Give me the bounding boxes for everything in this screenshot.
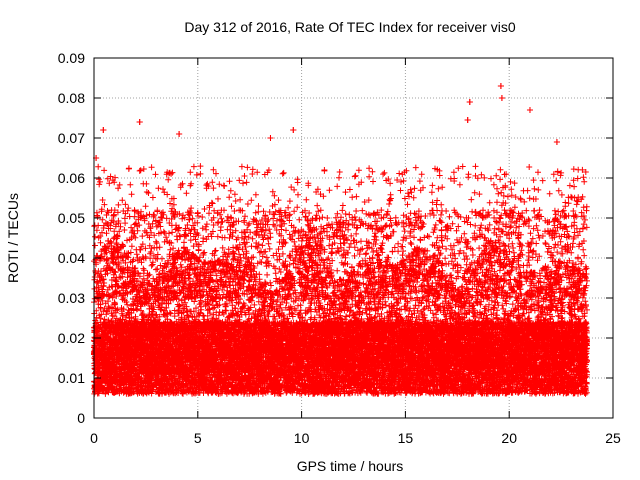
x-tick-label: 10 — [294, 430, 310, 446]
x-axis-label: GPS time / hours — [297, 458, 404, 474]
roti-peak-point — [466, 99, 473, 105]
y-tick-label: 0.05 — [58, 210, 85, 226]
roti-peak-point — [526, 107, 533, 113]
y-axis: 0 0.01 0.02 0.03 0.04 0.05 0.06 0.07 0.08 0.09 — [58, 50, 613, 426]
roti-peak-point — [497, 83, 504, 89]
y-tick-label: 0 — [77, 410, 85, 426]
y-tick-label: 0.09 — [58, 50, 85, 66]
roti-peak-point — [553, 139, 560, 145]
chart-title: Day 312 of 2016, Rate Of TEC Index for r… — [184, 19, 515, 35]
x-axis: 0 5 10 15 20 25 — [90, 58, 621, 446]
roti-peak-point — [100, 127, 107, 133]
y-tick-label: 0.03 — [58, 290, 85, 306]
y-axis-label: ROTI / TECUs — [5, 193, 21, 283]
y-tick-label: 0.04 — [58, 250, 85, 266]
data-points — [91, 83, 590, 397]
x-tick-label: 25 — [605, 430, 621, 446]
x-tick-label: 15 — [398, 430, 414, 446]
roti-peak-point — [136, 119, 143, 125]
roti-peak-point — [290, 127, 297, 133]
plot-frame — [93, 57, 614, 419]
y-tick-label: 0.06 — [58, 170, 85, 186]
y-tick-label: 0.07 — [58, 130, 85, 146]
roti-peak-point — [176, 131, 183, 137]
roti-peak-point — [267, 135, 274, 141]
roti-peak-point — [464, 117, 471, 123]
x-tick-label: 0 — [90, 430, 98, 446]
y-tick-label: 0.01 — [58, 370, 85, 386]
y-tick-label: 0.02 — [58, 330, 85, 346]
x-tick-label: 20 — [501, 430, 517, 446]
roti-scatter-markers — [91, 83, 590, 397]
roti-peak-point — [498, 95, 505, 101]
y-tick-label: 0.08 — [58, 90, 85, 106]
x-tick-label: 5 — [194, 430, 202, 446]
